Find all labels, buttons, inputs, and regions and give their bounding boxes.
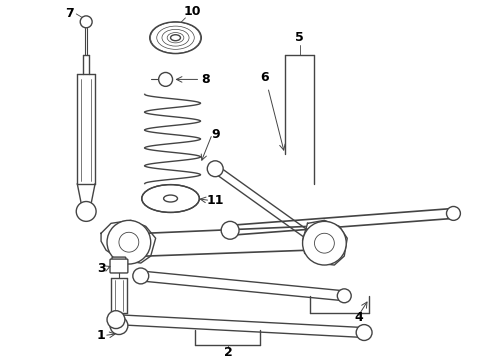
Text: 1: 1 (97, 329, 105, 342)
Polygon shape (101, 220, 156, 263)
Text: 9: 9 (211, 127, 220, 140)
Text: 11: 11 (206, 194, 224, 207)
Circle shape (207, 161, 223, 177)
Text: 8: 8 (201, 73, 210, 86)
Text: 5: 5 (295, 31, 304, 44)
Circle shape (119, 232, 139, 252)
Circle shape (76, 202, 96, 221)
Polygon shape (302, 220, 347, 265)
Circle shape (133, 268, 148, 284)
Text: 7: 7 (65, 8, 74, 21)
Circle shape (159, 72, 172, 86)
Ellipse shape (150, 22, 201, 54)
Circle shape (446, 207, 461, 220)
FancyBboxPatch shape (110, 259, 128, 273)
FancyBboxPatch shape (112, 257, 126, 267)
Circle shape (356, 325, 372, 341)
Circle shape (110, 317, 128, 334)
Text: 2: 2 (224, 346, 232, 359)
Circle shape (337, 289, 351, 303)
Text: 10: 10 (184, 5, 201, 18)
Circle shape (302, 221, 346, 265)
Circle shape (221, 221, 239, 239)
Circle shape (80, 16, 92, 28)
Circle shape (315, 233, 334, 253)
Text: 3: 3 (97, 261, 105, 275)
Ellipse shape (171, 35, 180, 41)
Ellipse shape (142, 185, 199, 212)
Text: 6: 6 (261, 71, 269, 84)
Text: 4: 4 (355, 311, 364, 324)
Circle shape (107, 220, 151, 264)
Circle shape (107, 311, 125, 329)
